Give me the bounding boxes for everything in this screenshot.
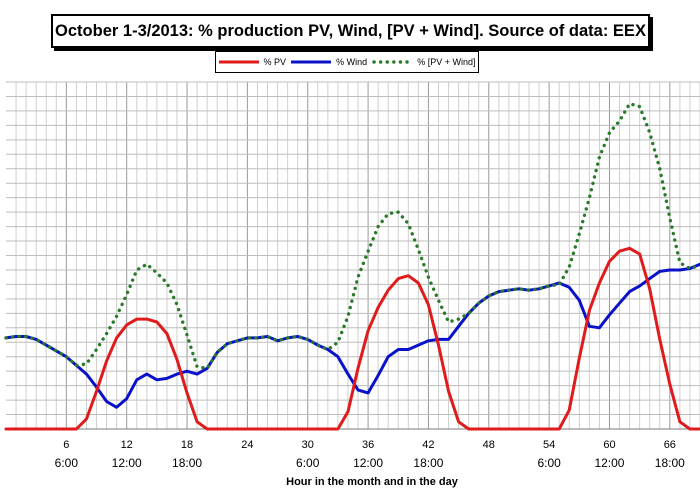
x-tick-label: 54 (543, 439, 555, 451)
x-tick-label: 12 (121, 439, 133, 451)
legend-swatch-sum (372, 60, 413, 64)
legend-swatch-pv (218, 60, 259, 64)
x-tick-label: 6 (63, 439, 69, 451)
x-tick-label: 60 (603, 439, 615, 451)
x-time-label: 12:00 (594, 456, 624, 470)
x-tick-label: 18 (181, 439, 193, 451)
x-time-label: 6:00 (537, 456, 561, 470)
x-tick-label: 36 (362, 439, 374, 451)
legend-label-sum: % [PV + Wind] (417, 57, 476, 67)
legend-label-pv: % PV (263, 57, 287, 67)
x-tick-label: 48 (483, 439, 495, 451)
x-time-label: 18:00 (172, 456, 202, 470)
x-tick-label: 42 (422, 439, 434, 451)
legend-label-wind: % Wind (336, 57, 368, 67)
x-tick-label: 30 (302, 439, 314, 451)
legend: % PV % Wind % [PV + Wind] (215, 51, 479, 73)
x-axis-title: Hour in the month and in the day (286, 476, 459, 488)
legend-item-pv: % PV (218, 57, 287, 67)
series-line-pv-plus-wind (4, 101, 700, 370)
legend-item-wind: % Wind (291, 57, 367, 67)
chart-title: October 1-3/2013: % production PV, Wind,… (51, 14, 650, 48)
x-time-label: 18:00 (413, 456, 443, 470)
legend-item-sum: % [PV + Wind] (372, 57, 475, 67)
x-time-label: 6:00 (296, 456, 320, 470)
x-tick-label: 66 (664, 439, 676, 451)
legend-swatch-wind (291, 60, 332, 64)
x-time-label: 18:00 (655, 456, 685, 470)
x-time-label: 12:00 (353, 456, 383, 470)
series-line-wind (4, 262, 700, 409)
series-line-pv (4, 246, 700, 431)
x-tick-label: 24 (241, 439, 253, 451)
x-time-label: 6:00 (55, 456, 79, 470)
x-time-label: 12:00 (112, 456, 142, 470)
